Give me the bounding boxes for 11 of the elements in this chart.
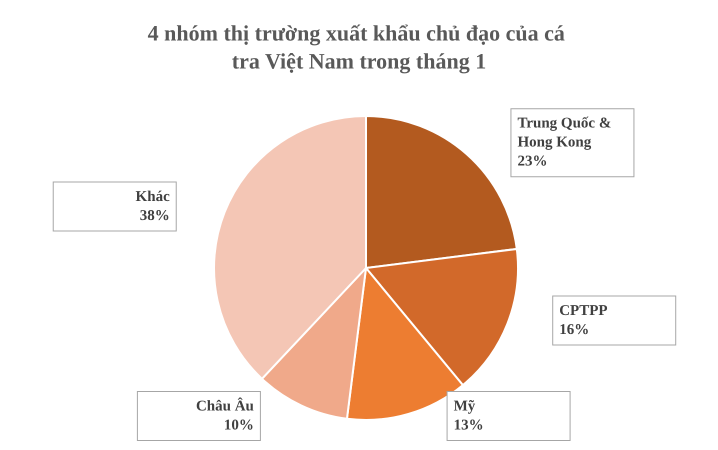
data-label: 10% xyxy=(224,418,254,434)
data-label: 38% xyxy=(140,208,170,224)
data-label: 23% xyxy=(517,154,548,170)
chart-title: 4 nhóm thị trường xuất khẩu chủ đạo của cá tra Việt Nam trong tháng 1 xyxy=(148,20,570,74)
slice-label: Khác xyxy=(136,189,170,206)
slice-label: Mỹ xyxy=(454,398,476,414)
slice-label: Trung Quốc & Hong Kong xyxy=(517,116,616,151)
data-label: 16% xyxy=(559,322,590,338)
data-label: 13% xyxy=(454,418,484,434)
slice-label: CPTPP xyxy=(559,302,608,319)
slice-label: Châu Âu xyxy=(196,396,254,414)
